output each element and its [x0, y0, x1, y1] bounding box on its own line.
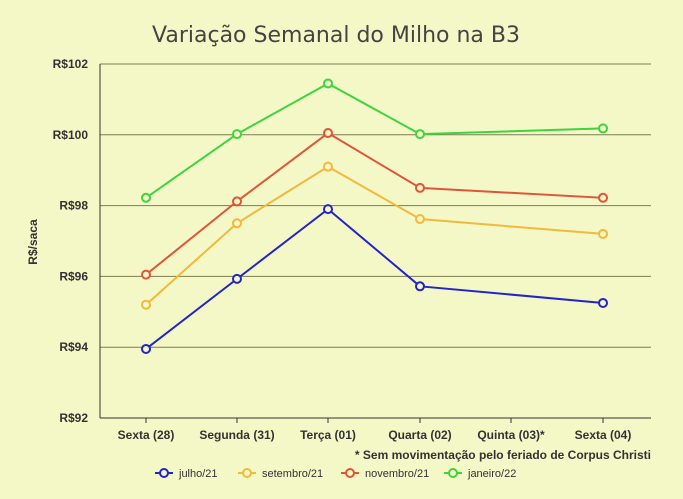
data-point: [232, 218, 242, 229]
y-tick-label: R$92: [59, 411, 88, 425]
series-novembro-21: [141, 128, 608, 280]
data-point: [598, 123, 608, 134]
x-tick-label: Terça (01): [300, 428, 356, 442]
y-axis-label: R$/saca: [26, 219, 40, 265]
data-point: [323, 161, 333, 172]
chart-annotation: * Sem movimentação pelo feriado de Corpu…: [355, 448, 651, 462]
legend-label: novembro/21: [365, 468, 429, 480]
legend: julho/21 setembro/21 novembro/21 janeiro/22: [155, 468, 516, 480]
data-point: [141, 192, 151, 203]
data-point: [323, 78, 333, 89]
legend-item: julho/21: [155, 468, 218, 480]
chart-title: Variação Semanal do Milho na B3: [152, 23, 520, 48]
series-line: [145, 132, 604, 276]
legend-label: julho/21: [178, 468, 218, 480]
legend-swatch-marker: [345, 468, 355, 478]
data-point: [415, 129, 425, 140]
x-tick-label: Segunda (31): [199, 428, 274, 442]
series-julho-21: [141, 204, 608, 354]
legend-label: janeiro/22: [467, 468, 516, 480]
y-tick-label: R$100: [53, 128, 89, 142]
data-point: [598, 297, 608, 308]
data-point: [141, 269, 151, 280]
data-point: [232, 273, 242, 284]
data-point: [415, 182, 425, 193]
data-point: [415, 214, 425, 225]
axes: [99, 64, 651, 419]
series-line: [145, 165, 604, 306]
x-tick-label: Sexta (28): [118, 428, 175, 442]
data-point: [598, 192, 608, 203]
series-line: [145, 208, 604, 350]
x-tick-label: Sexta (04): [575, 428, 632, 442]
series-line: [145, 82, 604, 199]
y-tick-label: R$102: [53, 57, 89, 71]
y-tick-labels: R$92 R$94 R$96 R$98 R$100 R$102: [53, 57, 89, 425]
x-tick-label: Quarta (02): [388, 428, 451, 442]
grid: [100, 63, 651, 419]
data-point: [323, 128, 333, 139]
data-point: [323, 204, 333, 215]
series-janeiro-22: [141, 78, 608, 203]
series-group: [141, 78, 608, 354]
data-point: [415, 281, 425, 292]
y-tick-label: R$98: [59, 199, 88, 213]
y-tick-label: R$96: [59, 269, 88, 283]
y-tick-label: R$94: [59, 340, 88, 354]
series-setembro-21: [141, 161, 608, 310]
legend-item: novembro/21: [341, 468, 429, 480]
data-point: [232, 196, 242, 207]
legend-label: setembro/21: [262, 468, 323, 480]
data-point: [232, 129, 242, 140]
legend-swatch-marker: [159, 468, 169, 478]
x-tick-labels: Sexta (28) Segunda (31) Terça (01) Quarta (…: [118, 418, 632, 442]
legend-item: janeiro/22: [444, 468, 516, 480]
data-point: [141, 343, 151, 354]
legend-swatch-marker: [242, 468, 252, 478]
legend-item: setembro/21: [238, 468, 323, 480]
data-point: [141, 299, 151, 310]
x-tick-label: Quinta (03)*: [477, 428, 545, 442]
data-point: [598, 228, 608, 239]
legend-swatch-marker: [448, 468, 458, 478]
